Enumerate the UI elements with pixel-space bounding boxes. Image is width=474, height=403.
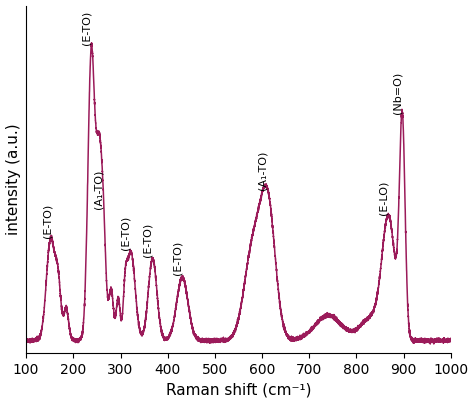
Y-axis label: intensity (a.u.): intensity (a.u.) xyxy=(6,124,20,235)
X-axis label: Raman shift (cm⁻¹): Raman shift (cm⁻¹) xyxy=(166,382,311,397)
Text: (E-TO): (E-TO) xyxy=(121,216,131,250)
Text: (E-LO): (E-LO) xyxy=(379,181,389,216)
Text: (Nb=O): (Nb=O) xyxy=(392,72,402,114)
Text: (E-TO): (E-TO) xyxy=(173,241,182,275)
Text: (A₁-TO): (A₁-TO) xyxy=(258,150,268,190)
Text: (E-TO): (E-TO) xyxy=(42,204,52,238)
Text: (E-TO): (E-TO) xyxy=(143,222,153,256)
Text: (A₁-TO): (A₁-TO) xyxy=(94,170,104,209)
Text: (E-TO): (E-TO) xyxy=(81,10,91,45)
